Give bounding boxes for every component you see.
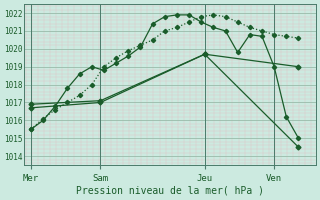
X-axis label: Pression niveau de la mer( hPa ): Pression niveau de la mer( hPa ) xyxy=(76,186,264,196)
